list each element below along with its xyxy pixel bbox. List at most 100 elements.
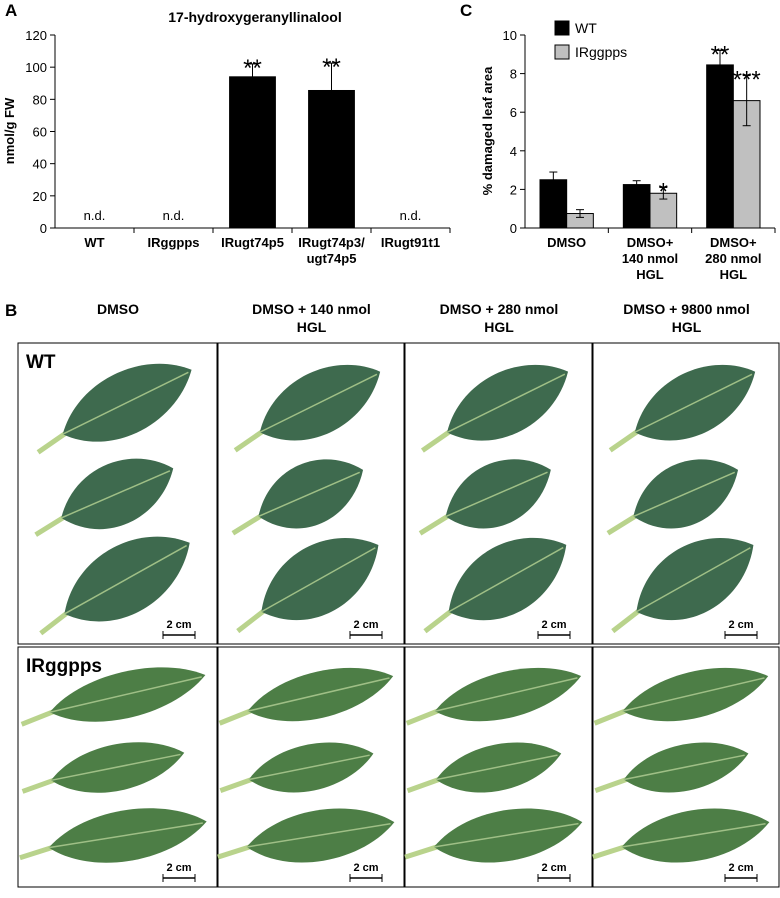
leaf bbox=[406, 742, 562, 794]
leaf-stem bbox=[19, 844, 55, 861]
leaf-stem bbox=[39, 609, 71, 636]
leaf bbox=[606, 459, 739, 536]
leaf bbox=[423, 537, 567, 634]
bar bbox=[622, 184, 651, 229]
error-bar bbox=[716, 49, 724, 80]
leaf-midrib bbox=[261, 547, 376, 613]
leaf-midrib bbox=[62, 371, 189, 435]
scale-bar-label: 2 cm bbox=[353, 619, 378, 631]
leaf bbox=[39, 536, 190, 636]
leaf bbox=[231, 459, 364, 536]
leaf-midrib bbox=[49, 676, 202, 713]
leaf bbox=[218, 667, 394, 726]
y-tick-label: 40 bbox=[33, 157, 47, 172]
column-header-line: HGL bbox=[484, 319, 514, 335]
leaf bbox=[217, 808, 395, 863]
column-header: DMSO + 280 nmol HGL bbox=[440, 301, 559, 335]
y-tick-label: 10 bbox=[503, 28, 517, 43]
x-tick-label: WT bbox=[84, 235, 104, 250]
legend-swatch bbox=[554, 20, 570, 36]
leaf-midrib bbox=[50, 753, 181, 782]
leaf bbox=[593, 667, 769, 726]
leaf-midrib bbox=[247, 677, 390, 712]
leaf bbox=[233, 364, 381, 453]
leaf-stem bbox=[217, 843, 253, 860]
leaf-stem bbox=[236, 607, 268, 634]
leaf-midrib bbox=[634, 373, 753, 433]
y-tick-label: 120 bbox=[25, 28, 47, 43]
leaf bbox=[236, 537, 379, 634]
error-bar bbox=[742, 75, 751, 127]
error-bar bbox=[549, 171, 558, 188]
leaf-midrib bbox=[433, 822, 579, 848]
leaf-stem bbox=[611, 607, 643, 634]
leaf-stem bbox=[231, 512, 265, 536]
leaf-midrib bbox=[435, 754, 558, 781]
leaf bbox=[418, 459, 551, 536]
column-header: DMSO + 140 nmol HGL bbox=[252, 301, 371, 335]
y-tick-label: 20 bbox=[33, 189, 47, 204]
leaf-stem bbox=[21, 777, 57, 794]
leaf-midrib bbox=[434, 677, 578, 712]
error-bar bbox=[632, 180, 641, 189]
error-bar bbox=[576, 209, 584, 218]
x-tick-label: DMSO+ 140 nmol HGL bbox=[622, 235, 678, 282]
leaf-stem bbox=[606, 512, 640, 536]
scale-bar-label: 2 cm bbox=[728, 862, 753, 874]
x-tick-label: DMSO bbox=[547, 235, 586, 250]
error-bar bbox=[248, 63, 257, 91]
scale-bar-label: 2 cm bbox=[541, 619, 566, 631]
leaf-stem bbox=[608, 428, 641, 453]
leaf-stem bbox=[418, 512, 452, 536]
column-header-line: DMSO + 9800 nmol bbox=[623, 301, 749, 317]
leaf-midrib bbox=[60, 470, 171, 519]
y-tick-label: 100 bbox=[25, 60, 47, 75]
leaf-midrib bbox=[248, 754, 370, 781]
x-tick-label: DMSO+ 280 nmol HGL bbox=[705, 235, 761, 282]
x-tick-label: IRugt74p5 bbox=[221, 235, 284, 250]
x-tick-label-line: DMSO+ bbox=[710, 235, 757, 250]
scale-bar-label: 2 cm bbox=[166, 619, 191, 631]
bar bbox=[706, 64, 734, 229]
leaf-stem bbox=[594, 776, 630, 794]
leaf-stem bbox=[219, 776, 255, 794]
x-tick-label: IRugt74p3/ugt74p5 bbox=[298, 235, 365, 266]
y-tick-label: 80 bbox=[33, 92, 47, 107]
significance: ** bbox=[711, 41, 730, 68]
leaf bbox=[420, 364, 569, 453]
x-tick-label: IRggpps bbox=[148, 235, 200, 250]
value-label: n.d. bbox=[84, 208, 106, 223]
leaf-stem bbox=[423, 607, 455, 634]
row-label: WT bbox=[26, 352, 56, 373]
leaf-stem bbox=[405, 707, 441, 726]
significance: * bbox=[659, 178, 668, 205]
leaf-midrib bbox=[621, 822, 766, 848]
leaf bbox=[405, 667, 582, 726]
leaf bbox=[594, 742, 749, 794]
leaf-stem bbox=[404, 843, 440, 860]
chart-title: 17-hydroxygeranyllinalool bbox=[168, 9, 342, 25]
column-header-line: HGL bbox=[672, 319, 702, 335]
legend-label: IRggpps bbox=[575, 44, 627, 60]
scale-bar-label: 2 cm bbox=[353, 862, 378, 874]
leaf-stem bbox=[406, 776, 442, 794]
leaf bbox=[592, 808, 770, 863]
leaf bbox=[34, 458, 174, 537]
panel-label: A bbox=[5, 1, 17, 20]
leaf-midrib bbox=[64, 544, 187, 615]
leaf bbox=[608, 364, 756, 453]
leaf-midrib bbox=[445, 471, 548, 518]
error-bar bbox=[327, 62, 336, 119]
y-tick-label: 0 bbox=[40, 221, 47, 236]
leaf bbox=[21, 742, 185, 794]
x-tick-label-line: 280 nmol bbox=[705, 251, 761, 266]
y-axis-label: nmol/g FW bbox=[2, 97, 17, 164]
value-label: n.d. bbox=[163, 208, 185, 223]
leaf-stem bbox=[593, 707, 629, 726]
leaf-midrib bbox=[622, 677, 765, 712]
leaf-midrib bbox=[259, 373, 378, 433]
bar bbox=[229, 76, 276, 229]
column-header-line: HGL bbox=[297, 319, 327, 335]
y-axis-label: % damaged leaf area bbox=[480, 66, 495, 195]
